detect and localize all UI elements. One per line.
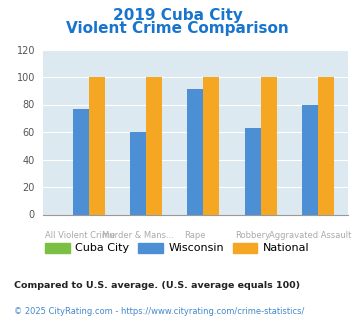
Bar — [146, 77, 162, 214]
Text: Murder & Mans...: Murder & Mans... — [102, 231, 174, 240]
Text: Violent Crime Comparison: Violent Crime Comparison — [66, 21, 289, 36]
Text: Compared to U.S. average. (U.S. average equals 100): Compared to U.S. average. (U.S. average … — [14, 281, 300, 290]
Bar — [302, 105, 318, 214]
Text: All Violent Crime: All Violent Crime — [45, 231, 116, 240]
Bar — [130, 132, 146, 214]
Legend: Cuba City, Wisconsin, National: Cuba City, Wisconsin, National — [41, 238, 314, 258]
Bar — [187, 89, 203, 214]
Bar — [261, 77, 277, 214]
Bar — [72, 109, 89, 214]
Text: 2019 Cuba City: 2019 Cuba City — [113, 8, 242, 23]
Bar — [245, 128, 261, 214]
Text: © 2025 CityRating.com - https://www.cityrating.com/crime-statistics/: © 2025 CityRating.com - https://www.city… — [14, 307, 305, 316]
Bar — [318, 77, 334, 214]
Text: Robbery: Robbery — [235, 231, 270, 240]
Bar — [89, 77, 105, 214]
Bar — [203, 77, 219, 214]
Text: Rape: Rape — [185, 231, 206, 240]
Text: Aggravated Assault: Aggravated Assault — [269, 231, 351, 240]
